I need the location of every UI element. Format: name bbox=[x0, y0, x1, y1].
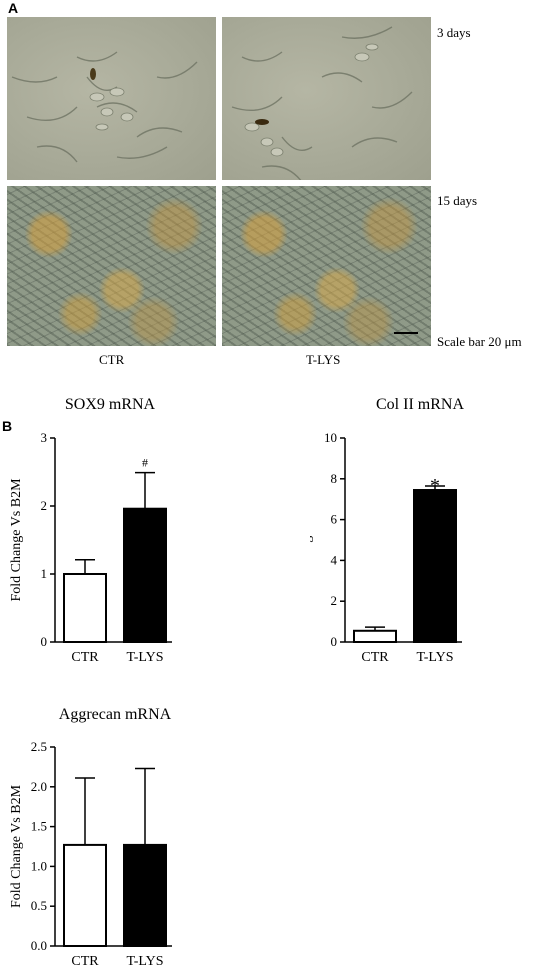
y-axis-label: Fold Change Vs B2M bbox=[310, 478, 314, 602]
x-tick-label: T-LYS bbox=[127, 650, 164, 665]
y-tick-label: 0.5 bbox=[31, 898, 47, 913]
y-tick-label: 2 bbox=[331, 593, 338, 608]
x-tick-label: CTR bbox=[361, 650, 389, 665]
bar-t-lys bbox=[123, 507, 167, 643]
bar-t-lys bbox=[413, 489, 457, 643]
y-tick-label: 1.5 bbox=[31, 819, 47, 834]
significance-marker: # bbox=[142, 456, 148, 470]
panel-b-letter: B bbox=[2, 418, 13, 434]
x-tick-label: CTR bbox=[71, 650, 99, 665]
micrograph-ctr-3-days bbox=[7, 17, 216, 180]
significance-marker: * bbox=[430, 475, 440, 497]
micrograph-tlys-15-days bbox=[222, 186, 431, 346]
scale-bar bbox=[394, 332, 418, 334]
y-tick-label: 0.0 bbox=[31, 938, 47, 953]
label-15-days: 15 days bbox=[437, 193, 478, 208]
x-tick-label: CTR bbox=[71, 954, 99, 969]
condition-label-tlys: T-LYS bbox=[306, 352, 341, 367]
y-tick-label: 1 bbox=[41, 566, 48, 581]
y-tick-label: 10 bbox=[324, 430, 337, 445]
y-tick-label: 1.0 bbox=[31, 858, 47, 873]
label-3-days: 3 days bbox=[437, 25, 471, 40]
y-tick-label: 3 bbox=[41, 430, 48, 445]
y-tick-label: 8 bbox=[331, 471, 338, 486]
bar-ctr bbox=[63, 573, 107, 643]
y-tick-label: 2.0 bbox=[31, 779, 47, 794]
y-axis-label: Fold Change Vs B2M bbox=[9, 784, 24, 908]
y-tick-label: 4 bbox=[331, 552, 338, 567]
bar-ctr bbox=[63, 843, 107, 947]
micrograph-ctr-15-days bbox=[7, 186, 216, 346]
sox9-chart: 0 1 2 3 Fold Change Vs B2M CTR T-LYS # bbox=[9, 430, 172, 665]
y-tick-label: 0 bbox=[41, 634, 48, 649]
x-tick-label: T-LYS bbox=[127, 954, 164, 969]
y-tick-label: 6 bbox=[331, 512, 338, 527]
y-tick-label: 2.5 bbox=[31, 739, 47, 754]
x-tick-label: T-LYS bbox=[417, 650, 454, 665]
col2-chart: 0 2 4 6 8 10 Fold Change Vs B2M CTR T-LYS * bbox=[310, 430, 462, 665]
panel-a-letter: A bbox=[8, 0, 19, 16]
chart-title-sox9: SOX9 mRNA bbox=[64, 396, 156, 413]
micrograph-tlys-3-days bbox=[222, 17, 431, 180]
y-axis-label: Fold Change Vs B2M bbox=[9, 478, 24, 602]
condition-label-ctr: CTR bbox=[99, 352, 125, 367]
aggrecan-chart: 0.0 0.5 1.0 1.5 2.0 2.5 Fold Change Vs B2M CTR T… bbox=[9, 739, 172, 969]
y-tick-label: 0 bbox=[331, 634, 338, 649]
scale-bar-label: Scale bar 20 μm bbox=[437, 334, 522, 349]
bar-t-lys bbox=[123, 843, 167, 947]
y-tick-label: 2 bbox=[41, 498, 48, 513]
chart-title-aggrecan: Aggrecan mRNA bbox=[58, 706, 172, 723]
bar-ctr bbox=[353, 629, 397, 643]
chart-title-col2: Col II mRNA bbox=[376, 396, 464, 413]
